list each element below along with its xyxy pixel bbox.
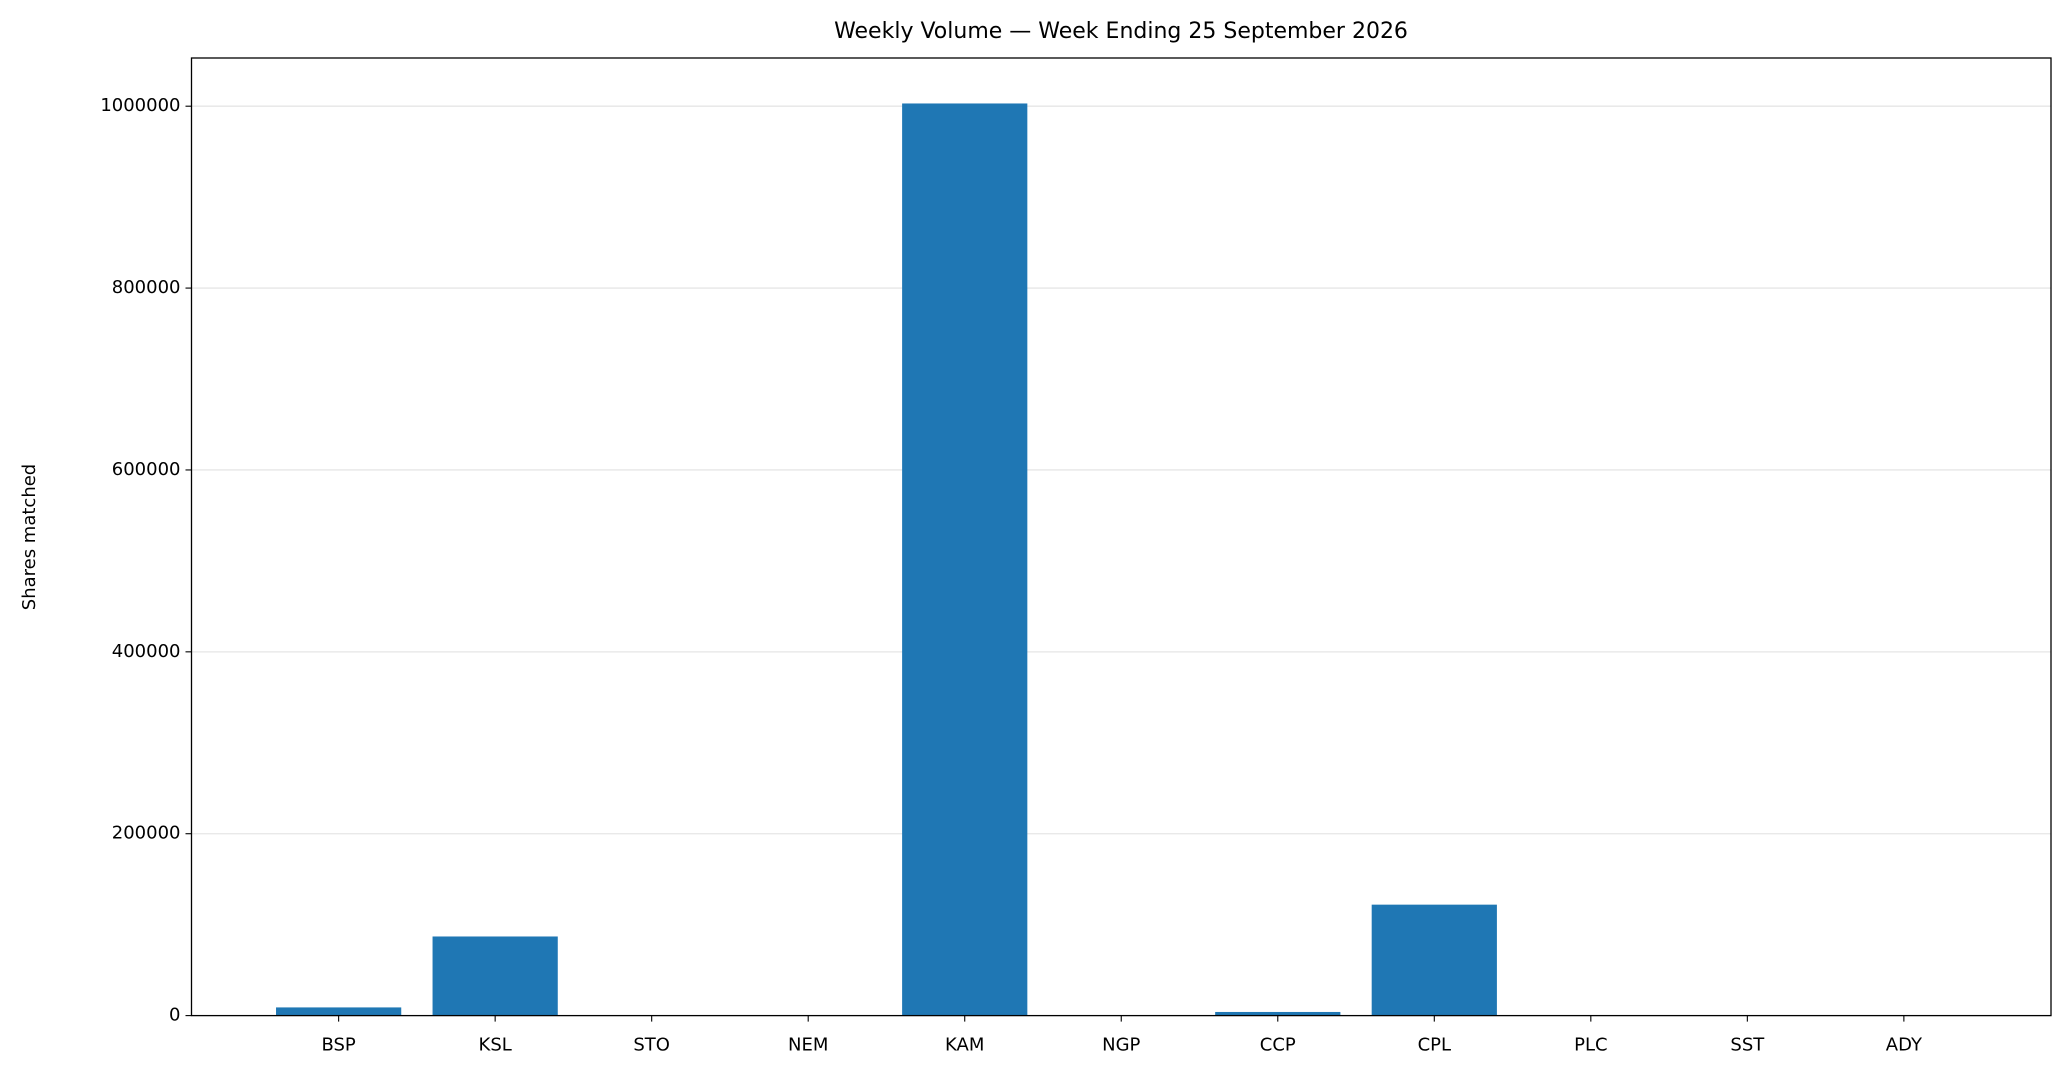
x-tick-label: CPL: [1418, 1035, 1451, 1056]
x-tick-label: NEM: [788, 1035, 828, 1056]
plot-frame: [190, 57, 2052, 1017]
bar: [1371, 904, 1497, 1016]
y-tick-label: 400000: [112, 641, 181, 662]
y-tick-label: 600000: [112, 459, 181, 480]
y-tick-label: 1000000: [100, 95, 180, 116]
bar: [902, 103, 1028, 1016]
x-tick-label: KAM: [945, 1035, 984, 1056]
x-tick-label: STO: [633, 1035, 670, 1056]
bar: [1215, 1011, 1341, 1016]
x-tick-label: KSL: [479, 1035, 512, 1056]
x-tick-label: BSP: [321, 1035, 355, 1056]
x-tick-label: SST: [1730, 1035, 1765, 1056]
x-tick-label: NGP: [1102, 1035, 1140, 1056]
bar: [432, 936, 558, 1016]
y-tick-label: 800000: [112, 277, 181, 298]
chart-title: Weekly Volume — Week Ending 25 September…: [834, 19, 1408, 44]
x-tick-label: CCP: [1260, 1035, 1296, 1056]
y-axis-label: Shares matched: [19, 464, 40, 610]
bar: [276, 1007, 402, 1016]
x-tick-label: PLC: [1574, 1035, 1607, 1056]
x-tick-label: ADY: [1886, 1035, 1923, 1056]
y-tick-label: 200000: [112, 823, 181, 844]
y-tick-label: 0: [169, 1005, 180, 1026]
